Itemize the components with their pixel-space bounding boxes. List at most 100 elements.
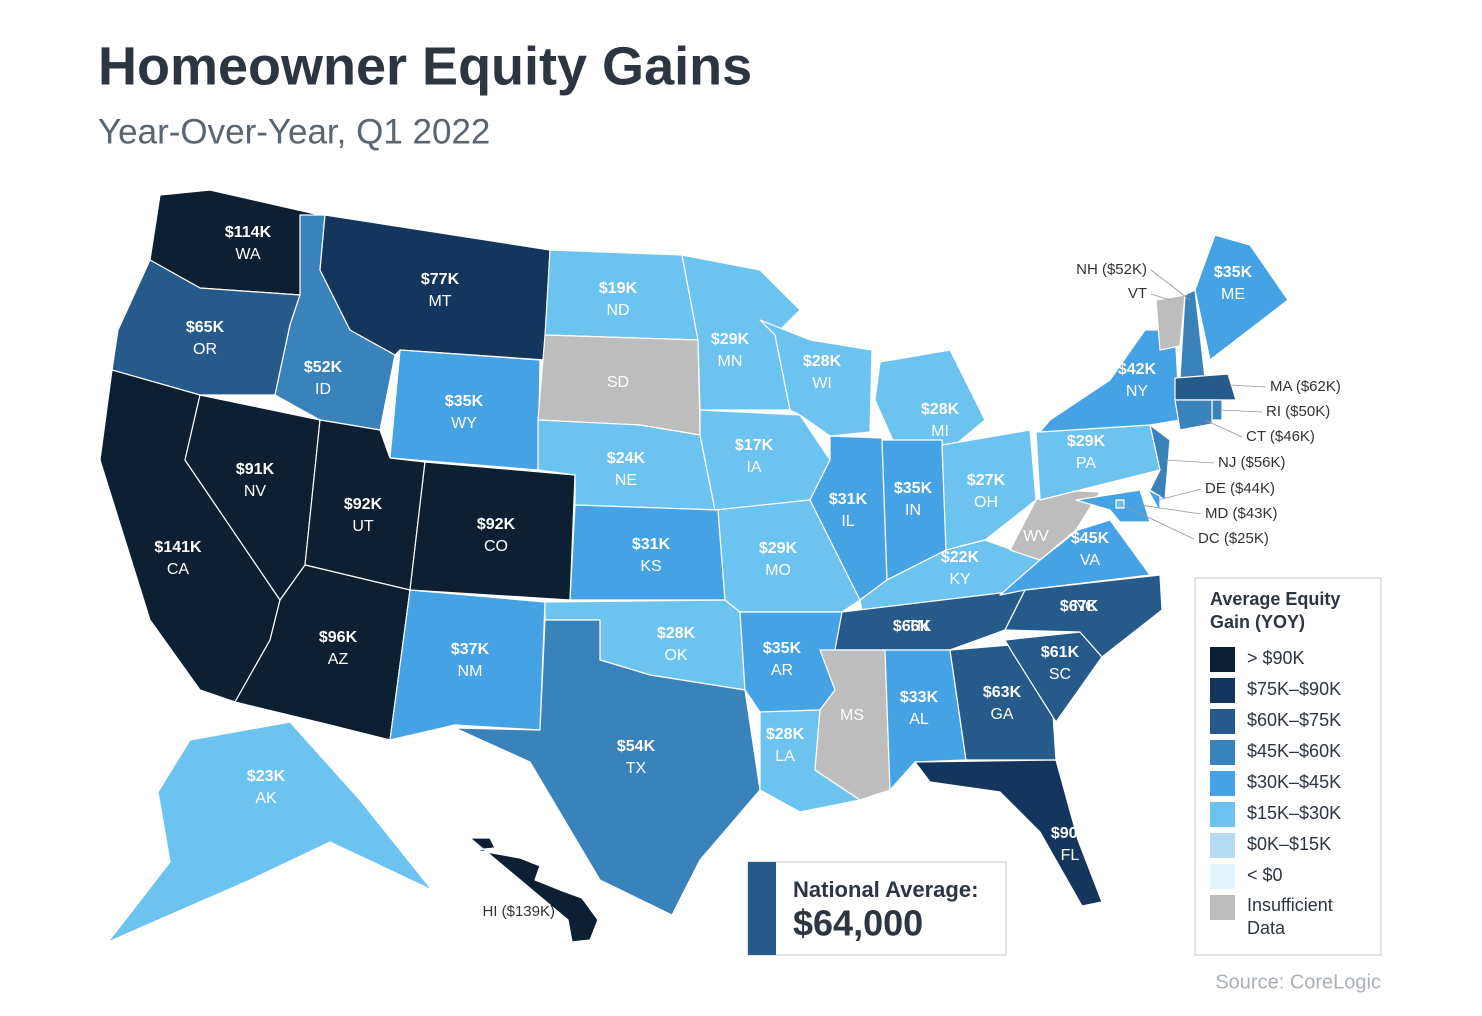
legend-swatch bbox=[1210, 833, 1235, 858]
state bbox=[389, 589, 546, 741]
state-abbr: MN bbox=[718, 353, 743, 370]
leader-line bbox=[1164, 459, 1215, 464]
state-value: $45K bbox=[1071, 530, 1110, 547]
state-label: HI ($139K) bbox=[482, 903, 555, 920]
legend-label: $0K–$15K bbox=[1247, 834, 1331, 854]
state-abbr: FL bbox=[1061, 847, 1080, 864]
state-label: NH ($52K) bbox=[1076, 261, 1147, 278]
state-abbr: OR bbox=[193, 341, 217, 358]
state bbox=[874, 349, 986, 446]
state-abbr: ME bbox=[1221, 286, 1245, 303]
legend-title: Average Equity bbox=[1210, 589, 1340, 609]
state-abbr: MS bbox=[840, 707, 864, 724]
state bbox=[1174, 373, 1237, 401]
state-abbr: MI bbox=[931, 423, 949, 440]
state bbox=[941, 429, 1037, 551]
state-abbr: NV bbox=[244, 483, 267, 500]
leader-line bbox=[1139, 504, 1202, 515]
state bbox=[1174, 399, 1213, 431]
state-abbr: UT bbox=[352, 518, 374, 535]
state-abbr: MT bbox=[428, 293, 451, 310]
state-value: $63K bbox=[983, 684, 1022, 701]
state-abbr: NE bbox=[615, 472, 637, 489]
leader-line bbox=[1219, 409, 1263, 413]
title: Homeowner Equity Gains bbox=[98, 36, 752, 96]
state-abbr: NC bbox=[1073, 598, 1096, 615]
legend-swatch bbox=[1210, 647, 1235, 672]
legend-swatch bbox=[1210, 895, 1235, 920]
state-value: $28K bbox=[766, 726, 805, 743]
national-label: National Average: bbox=[793, 877, 978, 902]
state-abbr: TN bbox=[907, 618, 928, 635]
legend-label: Insufficient bbox=[1247, 895, 1333, 915]
state-value: $66K bbox=[893, 618, 932, 635]
state-abbr: WA bbox=[235, 246, 261, 263]
state-value: $65K bbox=[186, 319, 225, 336]
state-value: $92K bbox=[344, 496, 383, 513]
state-value: $35K bbox=[1214, 264, 1253, 281]
source: Source: CoreLogic bbox=[1215, 971, 1381, 993]
state-value: $54K bbox=[617, 738, 656, 755]
state-abbr: SD bbox=[607, 374, 629, 391]
state-label: DE ($44K) bbox=[1205, 480, 1275, 497]
legend-swatch bbox=[1210, 802, 1235, 827]
state-abbr: SC bbox=[1049, 666, 1071, 683]
state-value: $22K bbox=[941, 549, 980, 566]
state-value: $19K bbox=[599, 280, 638, 297]
state-label: CT ($46K) bbox=[1246, 428, 1315, 445]
state-value: $28K bbox=[803, 353, 842, 370]
state-abbr: NM bbox=[458, 663, 483, 680]
state-value: $91K bbox=[236, 461, 275, 478]
state-value: $35K bbox=[894, 480, 933, 497]
national-bar bbox=[748, 862, 776, 955]
legend-label: > $90K bbox=[1247, 648, 1305, 668]
state-abbr: CO bbox=[484, 538, 508, 555]
state-value: $33K bbox=[900, 689, 939, 706]
state-abbr: WV bbox=[1023, 528, 1049, 545]
state-label: MD ($43K) bbox=[1205, 505, 1278, 522]
state bbox=[834, 589, 1026, 651]
state-abbr: AZ bbox=[328, 651, 349, 668]
state-value: $96K bbox=[319, 629, 358, 646]
state bbox=[884, 649, 967, 791]
legend-label: $45K–$60K bbox=[1247, 741, 1341, 761]
state bbox=[914, 759, 1103, 907]
state-abbr: ND bbox=[606, 302, 629, 319]
state-label: RI ($50K) bbox=[1266, 403, 1330, 420]
state-abbr: OK bbox=[664, 647, 687, 664]
state-value: $31K bbox=[829, 491, 868, 508]
state-abbr: IL bbox=[841, 513, 854, 530]
state-abbr: ID bbox=[315, 381, 331, 398]
state-value: $29K bbox=[711, 331, 750, 348]
legend-swatch bbox=[1210, 771, 1235, 796]
state-value: $90K bbox=[1051, 825, 1090, 842]
us-map bbox=[99, 189, 1289, 943]
state-value: $23K bbox=[247, 768, 286, 785]
state bbox=[454, 619, 761, 916]
leader-line bbox=[1157, 488, 1202, 501]
state-abbr: IN bbox=[905, 502, 921, 519]
legend-title: Gain (YOY) bbox=[1210, 612, 1305, 632]
state-value: $61K bbox=[1041, 644, 1080, 661]
state-value: $37K bbox=[451, 641, 490, 658]
state-label: NJ ($56K) bbox=[1218, 454, 1286, 471]
state-abbr: NY bbox=[1126, 383, 1149, 400]
state bbox=[1155, 294, 1186, 351]
state bbox=[1039, 329, 1181, 433]
state-value: $17K bbox=[735, 437, 774, 454]
state-value: $92K bbox=[477, 516, 516, 533]
state-abbr: AL bbox=[909, 711, 929, 728]
legend-label: $75K–$90K bbox=[1247, 679, 1341, 699]
state-value: $27K bbox=[967, 472, 1006, 489]
state bbox=[699, 409, 831, 511]
state-value: $24K bbox=[607, 450, 646, 467]
state-value: $28K bbox=[657, 625, 696, 642]
state bbox=[107, 721, 433, 943]
state-abbr: MO bbox=[765, 562, 791, 579]
state-value: $28K bbox=[921, 401, 960, 418]
national-box bbox=[747, 861, 1007, 956]
legend-swatch bbox=[1210, 678, 1235, 703]
leader-line bbox=[1150, 269, 1191, 301]
